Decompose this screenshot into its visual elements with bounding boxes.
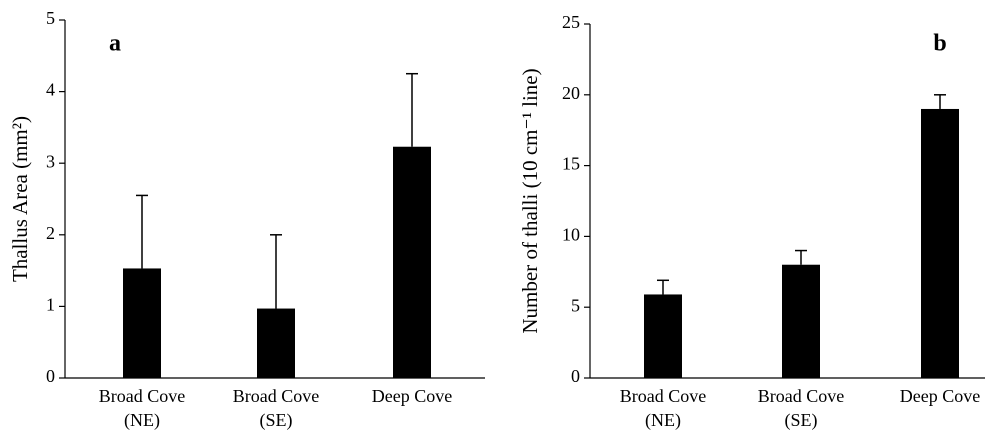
y-tick-label: 0 [571,366,580,386]
x-tick-label: (SE) [785,410,818,431]
bar [644,294,682,378]
y-tick-label: 3 [46,151,55,171]
panel-label: a [109,31,121,57]
panel-label: b [933,31,946,57]
x-tick-label: Broad Cove [99,386,185,406]
y-tick-label: 2 [46,223,55,243]
x-tick-label: (SE) [260,410,293,431]
y-tick-label: 4 [46,80,55,100]
y-tick-label: 5 [571,295,580,315]
bar [123,268,161,378]
x-tick-label: Deep Cove [372,386,452,406]
y-tick-label: 1 [46,295,55,315]
bar [257,308,295,378]
y-tick-label: 5 [46,8,55,28]
x-tick-label: Broad Cove [620,386,706,406]
y-tick-label: 0 [46,366,55,386]
x-tick-label: Deep Cove [900,386,980,406]
y-tick-label: 10 [562,225,580,245]
bar [782,264,820,378]
y-tick-label: 25 [562,12,580,32]
x-tick-label: Broad Cove [758,386,844,406]
y-tick-label: 20 [562,83,580,103]
x-tick-label: (NE) [645,410,681,431]
bar [393,146,431,378]
y-axis-label: Number of thalli (10 cm⁻¹ line) [518,68,542,333]
x-tick-label: (NE) [124,410,160,431]
bar [921,108,959,379]
y-tick-label: 15 [562,154,580,174]
y-axis-label: Thallus Area (mm²) [8,116,32,282]
x-tick-label: Broad Cove [233,386,319,406]
